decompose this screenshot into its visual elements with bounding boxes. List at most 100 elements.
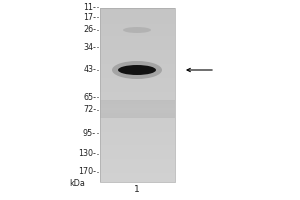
- Bar: [100, 123, 175, 125]
- Bar: [100, 137, 175, 138]
- Bar: [100, 106, 175, 107]
- Bar: [100, 121, 175, 123]
- Text: 26-: 26-: [83, 25, 96, 34]
- Bar: [100, 17, 175, 18]
- Bar: [100, 164, 175, 166]
- Bar: [100, 100, 175, 102]
- Bar: [100, 156, 175, 158]
- Bar: [100, 168, 175, 170]
- Bar: [100, 110, 175, 111]
- Bar: [100, 116, 175, 117]
- Bar: [100, 117, 175, 118]
- Bar: [100, 114, 175, 116]
- Text: 72-: 72-: [83, 106, 96, 114]
- Bar: [100, 13, 175, 15]
- Text: 95-: 95-: [83, 129, 96, 138]
- Bar: [100, 112, 175, 113]
- Bar: [100, 55, 175, 57]
- Bar: [100, 98, 175, 100]
- Bar: [100, 37, 175, 39]
- Bar: [100, 53, 175, 55]
- Bar: [100, 86, 175, 88]
- Bar: [100, 23, 175, 25]
- Text: 65-: 65-: [83, 92, 96, 102]
- Bar: [100, 157, 175, 159]
- Bar: [100, 166, 175, 168]
- Bar: [100, 22, 175, 24]
- Bar: [100, 11, 175, 13]
- Bar: [100, 144, 175, 145]
- Bar: [100, 159, 175, 161]
- Ellipse shape: [123, 27, 151, 33]
- Bar: [100, 90, 175, 92]
- Bar: [100, 154, 175, 156]
- Bar: [100, 105, 175, 107]
- Bar: [100, 57, 175, 58]
- Bar: [100, 101, 175, 102]
- Bar: [100, 133, 175, 135]
- Bar: [100, 161, 175, 163]
- Bar: [100, 171, 175, 173]
- Bar: [100, 79, 175, 81]
- Bar: [100, 142, 175, 144]
- Ellipse shape: [112, 61, 162, 79]
- Text: 43-: 43-: [83, 66, 96, 74]
- Bar: [100, 114, 175, 115]
- Bar: [100, 27, 175, 29]
- Bar: [100, 39, 175, 41]
- Bar: [100, 81, 175, 83]
- Bar: [100, 173, 175, 175]
- Bar: [100, 147, 175, 149]
- Bar: [100, 178, 175, 180]
- Bar: [100, 36, 175, 38]
- Text: 17-: 17-: [83, 12, 96, 21]
- Bar: [100, 135, 175, 137]
- Bar: [100, 115, 175, 116]
- Bar: [100, 152, 175, 154]
- Bar: [100, 113, 175, 114]
- Text: 1: 1: [134, 186, 140, 194]
- Bar: [100, 77, 175, 79]
- Bar: [100, 150, 175, 152]
- Bar: [100, 74, 175, 76]
- Bar: [100, 131, 175, 133]
- Bar: [100, 67, 175, 69]
- Bar: [100, 76, 175, 78]
- Bar: [100, 10, 175, 11]
- Text: kDa: kDa: [69, 180, 85, 188]
- Bar: [100, 100, 175, 101]
- Bar: [100, 91, 175, 93]
- Bar: [100, 32, 175, 34]
- Bar: [100, 116, 175, 118]
- Bar: [100, 30, 175, 32]
- Bar: [100, 63, 175, 65]
- Bar: [100, 163, 175, 165]
- Bar: [100, 102, 175, 104]
- Bar: [100, 18, 175, 20]
- Bar: [100, 41, 175, 43]
- Bar: [100, 46, 175, 48]
- Bar: [100, 83, 175, 85]
- Bar: [100, 103, 175, 104]
- Bar: [100, 104, 175, 105]
- Bar: [100, 180, 175, 182]
- Bar: [100, 138, 175, 140]
- Bar: [100, 177, 175, 179]
- Bar: [100, 130, 175, 132]
- Bar: [100, 109, 175, 110]
- Bar: [100, 48, 175, 50]
- Ellipse shape: [118, 65, 156, 75]
- Bar: [100, 107, 175, 109]
- Bar: [100, 102, 175, 103]
- Bar: [100, 70, 175, 72]
- Text: 11-: 11-: [83, 2, 96, 11]
- Bar: [100, 88, 175, 90]
- Bar: [100, 108, 175, 109]
- Bar: [100, 126, 175, 128]
- Bar: [100, 34, 175, 36]
- Bar: [100, 170, 175, 172]
- Bar: [100, 95, 175, 97]
- Bar: [100, 50, 175, 51]
- Bar: [100, 20, 175, 22]
- Bar: [100, 112, 175, 114]
